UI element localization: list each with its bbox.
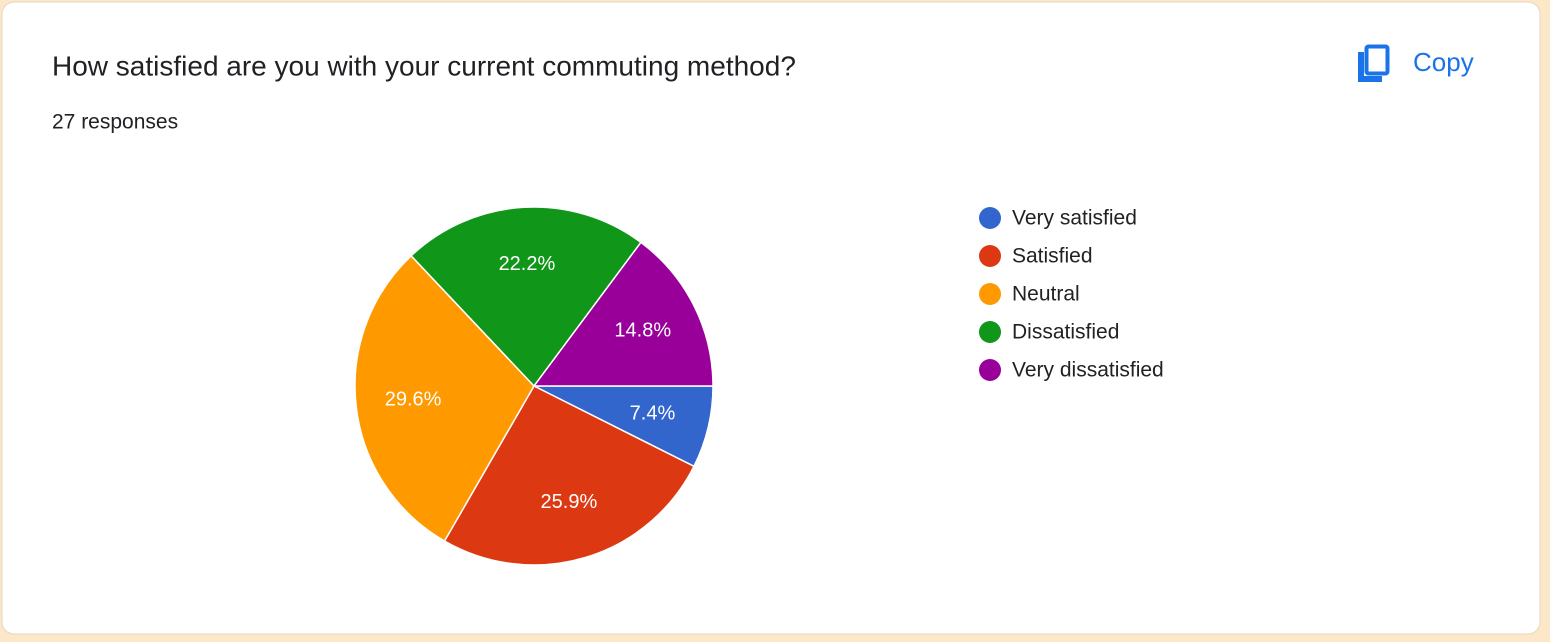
slice-label: 7.4% [630,402,676,424]
legend-marker [979,207,1001,229]
legend-label: Satisfied [1012,245,1093,268]
legend-label: Very satisfied [1012,207,1137,230]
chart-title: How satisfied are you with your current … [52,50,796,81]
slice-label: 14.8% [614,320,671,342]
slice-label: 22.2% [499,253,556,275]
legend-label: Neutral [1012,283,1080,306]
legend-label: Dissatisfied [1012,321,1119,344]
legend-label: Very dissatisfied [1012,359,1164,382]
copy-icon-front [1364,44,1390,76]
legend-marker [979,359,1001,381]
slice-label: 25.9% [541,491,598,513]
copy-label: Copy [1413,47,1474,77]
subtitle: 27 responses [52,111,178,134]
copy-icon [1358,52,1382,82]
legend-marker [979,321,1001,343]
pie-slice [532,241,714,387]
pie-slice [410,206,642,388]
copy-button[interactable]: Copy [1358,44,1474,83]
legend-marker [979,245,1001,267]
legend-marker [979,283,1001,305]
pie-slice [443,385,695,566]
pie-slice [354,254,535,543]
slice-label: 29.6% [385,388,442,410]
